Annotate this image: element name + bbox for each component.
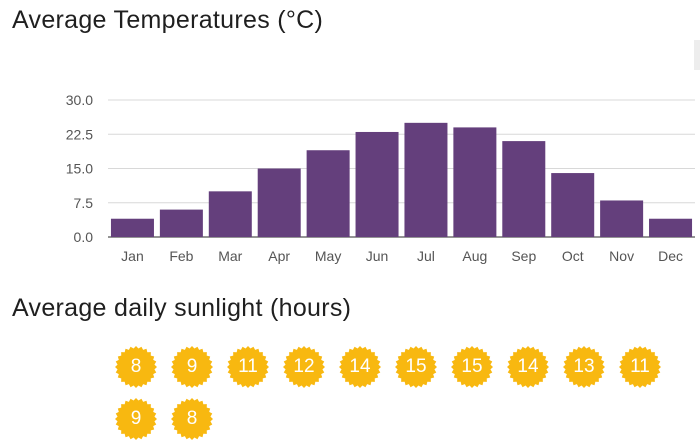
bar-sep <box>502 141 546 237</box>
x-tick-label: Mar <box>218 248 242 264</box>
x-tick-label: Jan <box>121 248 144 264</box>
sunlight-hours-value: 11 <box>630 356 650 377</box>
y-tick-label: 15.0 <box>66 161 93 177</box>
sunlight-hours-value: 12 <box>293 356 315 377</box>
sunlight-badge: 14 <box>506 345 550 389</box>
sunlight-hours-value: 11 <box>238 356 258 377</box>
y-tick-label: 30.0 <box>66 92 93 108</box>
sunlight-badges: 8 9 11 12 14 15 15 14 13 11 9 8 <box>114 345 674 441</box>
x-tick-label: Jul <box>417 248 435 264</box>
sunlight-hours-value: 13 <box>573 356 595 377</box>
sunlight-badge: 11 <box>618 345 662 389</box>
sunlight-badge: 8 <box>170 397 214 441</box>
sunlight-badge: 12 <box>282 345 326 389</box>
sunlight-badge: 15 <box>394 345 438 389</box>
sunlight-badge: 13 <box>562 345 606 389</box>
bar-mar <box>208 191 252 237</box>
sunlight-hours-value: 15 <box>461 356 483 377</box>
y-tick-label: 7.5 <box>74 195 94 211</box>
sun-badge-icon <box>563 346 605 388</box>
bar-oct <box>551 173 595 237</box>
sunlight-badge: 14 <box>338 345 382 389</box>
sunlight-badge: 9 <box>170 345 214 389</box>
sunlight-title: Average daily sunlight (hours) <box>12 294 352 322</box>
sunlight-hours-value: 9 <box>186 356 198 377</box>
bar-apr <box>257 168 301 237</box>
x-axis-tick-labels: Jan Feb Mar Apr May Jun Jul Aug Sep Oct Nov Dec <box>121 248 683 264</box>
x-tick-label: Jun <box>366 248 389 264</box>
bar-jan <box>110 218 154 237</box>
bar-dec <box>649 218 693 237</box>
y-tick-label: 0.0 <box>74 229 94 245</box>
sun-badge-icon <box>339 346 381 388</box>
x-tick-label: Aug <box>462 248 487 264</box>
sun-badge-icon <box>115 398 157 440</box>
x-tick-label: May <box>315 248 341 264</box>
sunlight-badge: 8 <box>114 345 158 389</box>
temperature-bar-chart: 0.0 7.5 15.0 22.5 30.0 Jan Feb Mar Apr May Jun Jul… <box>66 92 695 264</box>
sun-badge-icon <box>619 346 661 388</box>
bar-may <box>306 150 350 237</box>
x-tick-label: Apr <box>268 248 290 264</box>
sunlight-hours-value: 9 <box>130 408 142 429</box>
y-tick-label: 22.5 <box>66 126 93 142</box>
bar-nov <box>600 200 644 237</box>
x-tick-label: Dec <box>658 248 683 264</box>
bar-feb <box>159 209 203 237</box>
chart-gridlines <box>108 99 695 238</box>
sun-badge-icon <box>451 346 493 388</box>
sunlight-hours-value: 14 <box>349 356 371 377</box>
sunlight-hours-value: 15 <box>405 356 427 377</box>
x-tick-label: Oct <box>562 248 584 264</box>
y-axis-tick-labels: 0.0 7.5 15.0 22.5 30.0 <box>66 92 93 245</box>
scrollbar-edge[interactable] <box>694 40 700 70</box>
sun-badge-icon <box>171 346 213 388</box>
chart-bars <box>110 122 693 237</box>
sunlight-badge: 11 <box>226 345 270 389</box>
bar-jun <box>355 131 399 237</box>
sunlight-hours-value: 8 <box>186 408 198 429</box>
x-tick-label: Sep <box>511 248 536 264</box>
sun-badge-icon <box>227 346 269 388</box>
sun-badge-icon <box>171 398 213 440</box>
bar-jul <box>404 122 448 237</box>
sun-badge-icon <box>115 346 157 388</box>
x-tick-label: Feb <box>169 248 193 264</box>
temperature-chart-title: Average Temperatures (°C) <box>12 6 324 34</box>
x-tick-label: Nov <box>609 248 634 264</box>
sun-badge-icon <box>395 346 437 388</box>
bar-aug <box>453 127 497 237</box>
sun-badge-icon <box>283 346 325 388</box>
sunlight-badge: 15 <box>450 345 494 389</box>
sunlight-badge: 9 <box>114 397 158 441</box>
sunlight-hours-value: 8 <box>130 356 142 377</box>
sunlight-hours-value: 14 <box>517 356 539 377</box>
sun-badge-icon <box>507 346 549 388</box>
